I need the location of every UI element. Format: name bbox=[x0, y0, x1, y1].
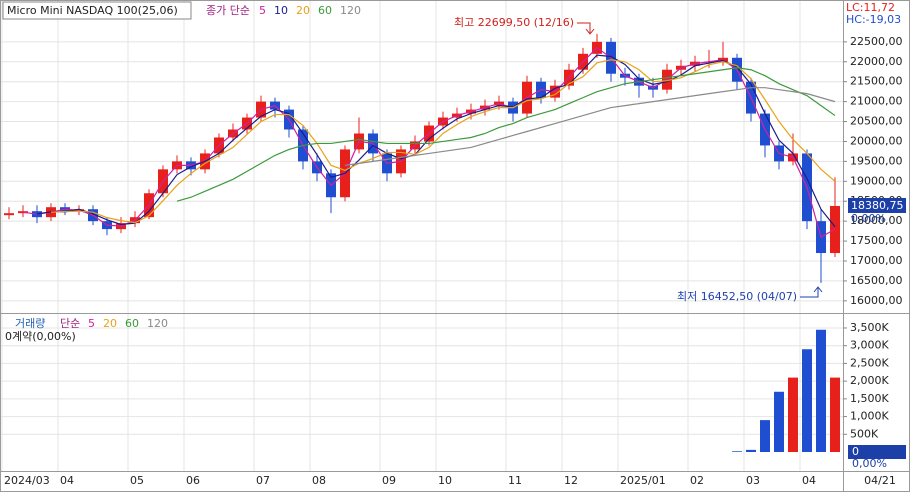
y-tick-label: 1,000K bbox=[850, 410, 889, 423]
volume-subtitle: 0계약(0,00%) bbox=[5, 329, 76, 343]
plot-layer bbox=[4, 22, 840, 452]
x-tick-label: 09 bbox=[382, 474, 396, 487]
annotation-arrow bbox=[800, 286, 823, 298]
y-tick-label: 3,500K bbox=[850, 321, 889, 334]
y-tick-label: 2,500K bbox=[850, 356, 889, 369]
x-tick-label: 08 bbox=[312, 474, 326, 487]
current-volume-box bbox=[848, 445, 906, 459]
x-tick-label: 04 bbox=[60, 474, 74, 487]
annotation-arrow bbox=[577, 22, 595, 35]
volume-bar bbox=[732, 451, 742, 452]
volume-change-label: 0,00% bbox=[852, 457, 887, 470]
volume-indicator-label: 단순 bbox=[60, 317, 80, 330]
x-end-label: 04/21 bbox=[864, 474, 896, 487]
candle-body bbox=[4, 213, 14, 216]
title-box bbox=[2, 1, 192, 20]
lc-label: LC:11,72 bbox=[846, 1, 895, 14]
y-tick-label: 20000,00 bbox=[850, 134, 903, 147]
ma-line bbox=[50, 59, 836, 224]
legend-entry: 60 bbox=[318, 4, 332, 17]
x-tick-label: 11 bbox=[508, 474, 522, 487]
ma-line bbox=[22, 47, 836, 238]
x-tick-label: 06 bbox=[186, 474, 200, 487]
last-price-label: 18380,75 bbox=[851, 199, 904, 212]
y-tick-label: 19500,00 bbox=[850, 154, 903, 167]
legend-entry: 5 bbox=[88, 317, 95, 330]
current-volume-label: 0 bbox=[852, 445, 859, 458]
legend-entry: 20 bbox=[103, 317, 117, 330]
y-tick-label: 17500,00 bbox=[850, 234, 903, 247]
y-tick-label: 22000,00 bbox=[850, 55, 903, 68]
y-tick-label: 21000,00 bbox=[850, 95, 903, 108]
x-tick-label: 04 bbox=[802, 474, 816, 487]
legend-entry: 120 bbox=[147, 317, 168, 330]
x-tick-label: 2025/01 bbox=[620, 474, 666, 487]
indicator-label: 종가 단순 bbox=[206, 4, 250, 17]
annotation: 최저 16452,50 (04/07) bbox=[677, 290, 797, 303]
y-tick-label: 1,500K bbox=[850, 392, 889, 405]
ma-line bbox=[344, 87, 836, 166]
chart-title: Micro Mini NASDAQ 100(25,06) bbox=[7, 4, 178, 17]
x-tick-label: 07 bbox=[256, 474, 270, 487]
hc-label: HC:-19,03 bbox=[846, 13, 901, 26]
volume-title: 거래량 bbox=[15, 317, 45, 330]
y-tick-label: 20500,00 bbox=[850, 115, 903, 128]
legend-entry: 10 bbox=[274, 4, 288, 17]
y-tick-label: 22500,00 bbox=[850, 35, 903, 48]
x-tick-label: 02 bbox=[690, 474, 704, 487]
legend-entry: 20 bbox=[296, 4, 310, 17]
volume-bar bbox=[788, 377, 798, 452]
y-tick-label: 19000,00 bbox=[850, 174, 903, 187]
x-tick-label: 2024/03 bbox=[4, 474, 50, 487]
volume-bar bbox=[760, 420, 770, 452]
y-tick-label: 18000,00 bbox=[850, 214, 903, 227]
legend-entry: 120 bbox=[340, 4, 361, 17]
volume-bar bbox=[816, 329, 826, 452]
volume-bar bbox=[802, 349, 812, 452]
legend-entry: 5 bbox=[259, 4, 266, 17]
annotation: 최고 22699,50 (12/16) bbox=[454, 16, 574, 29]
ma-line bbox=[176, 67, 836, 202]
last-price-box bbox=[848, 197, 906, 213]
y-tick-label: 3,000K bbox=[850, 339, 889, 352]
ma-line bbox=[36, 54, 836, 228]
grid-layer bbox=[0, 0, 843, 471]
y-tick-label: 16500,00 bbox=[850, 274, 903, 287]
volume-bar bbox=[774, 391, 784, 452]
x-tick-label: 12 bbox=[564, 474, 578, 487]
change-label: 0,00% bbox=[851, 212, 886, 225]
volume-bar bbox=[746, 449, 756, 452]
y-tick-label: 21500,00 bbox=[850, 75, 903, 88]
legend-entry: 60 bbox=[125, 317, 139, 330]
y-tick-label: 17000,00 bbox=[850, 254, 903, 267]
x-tick-label: 05 bbox=[130, 474, 144, 487]
y-tick-label: 2,000K bbox=[850, 374, 889, 387]
x-tick-label: 10 bbox=[438, 474, 452, 487]
volume-bar bbox=[830, 377, 840, 452]
y-tick-label: 500K bbox=[850, 427, 879, 440]
y-tick-label: 16000,00 bbox=[850, 294, 903, 307]
x-tick-label: 03 bbox=[746, 474, 760, 487]
